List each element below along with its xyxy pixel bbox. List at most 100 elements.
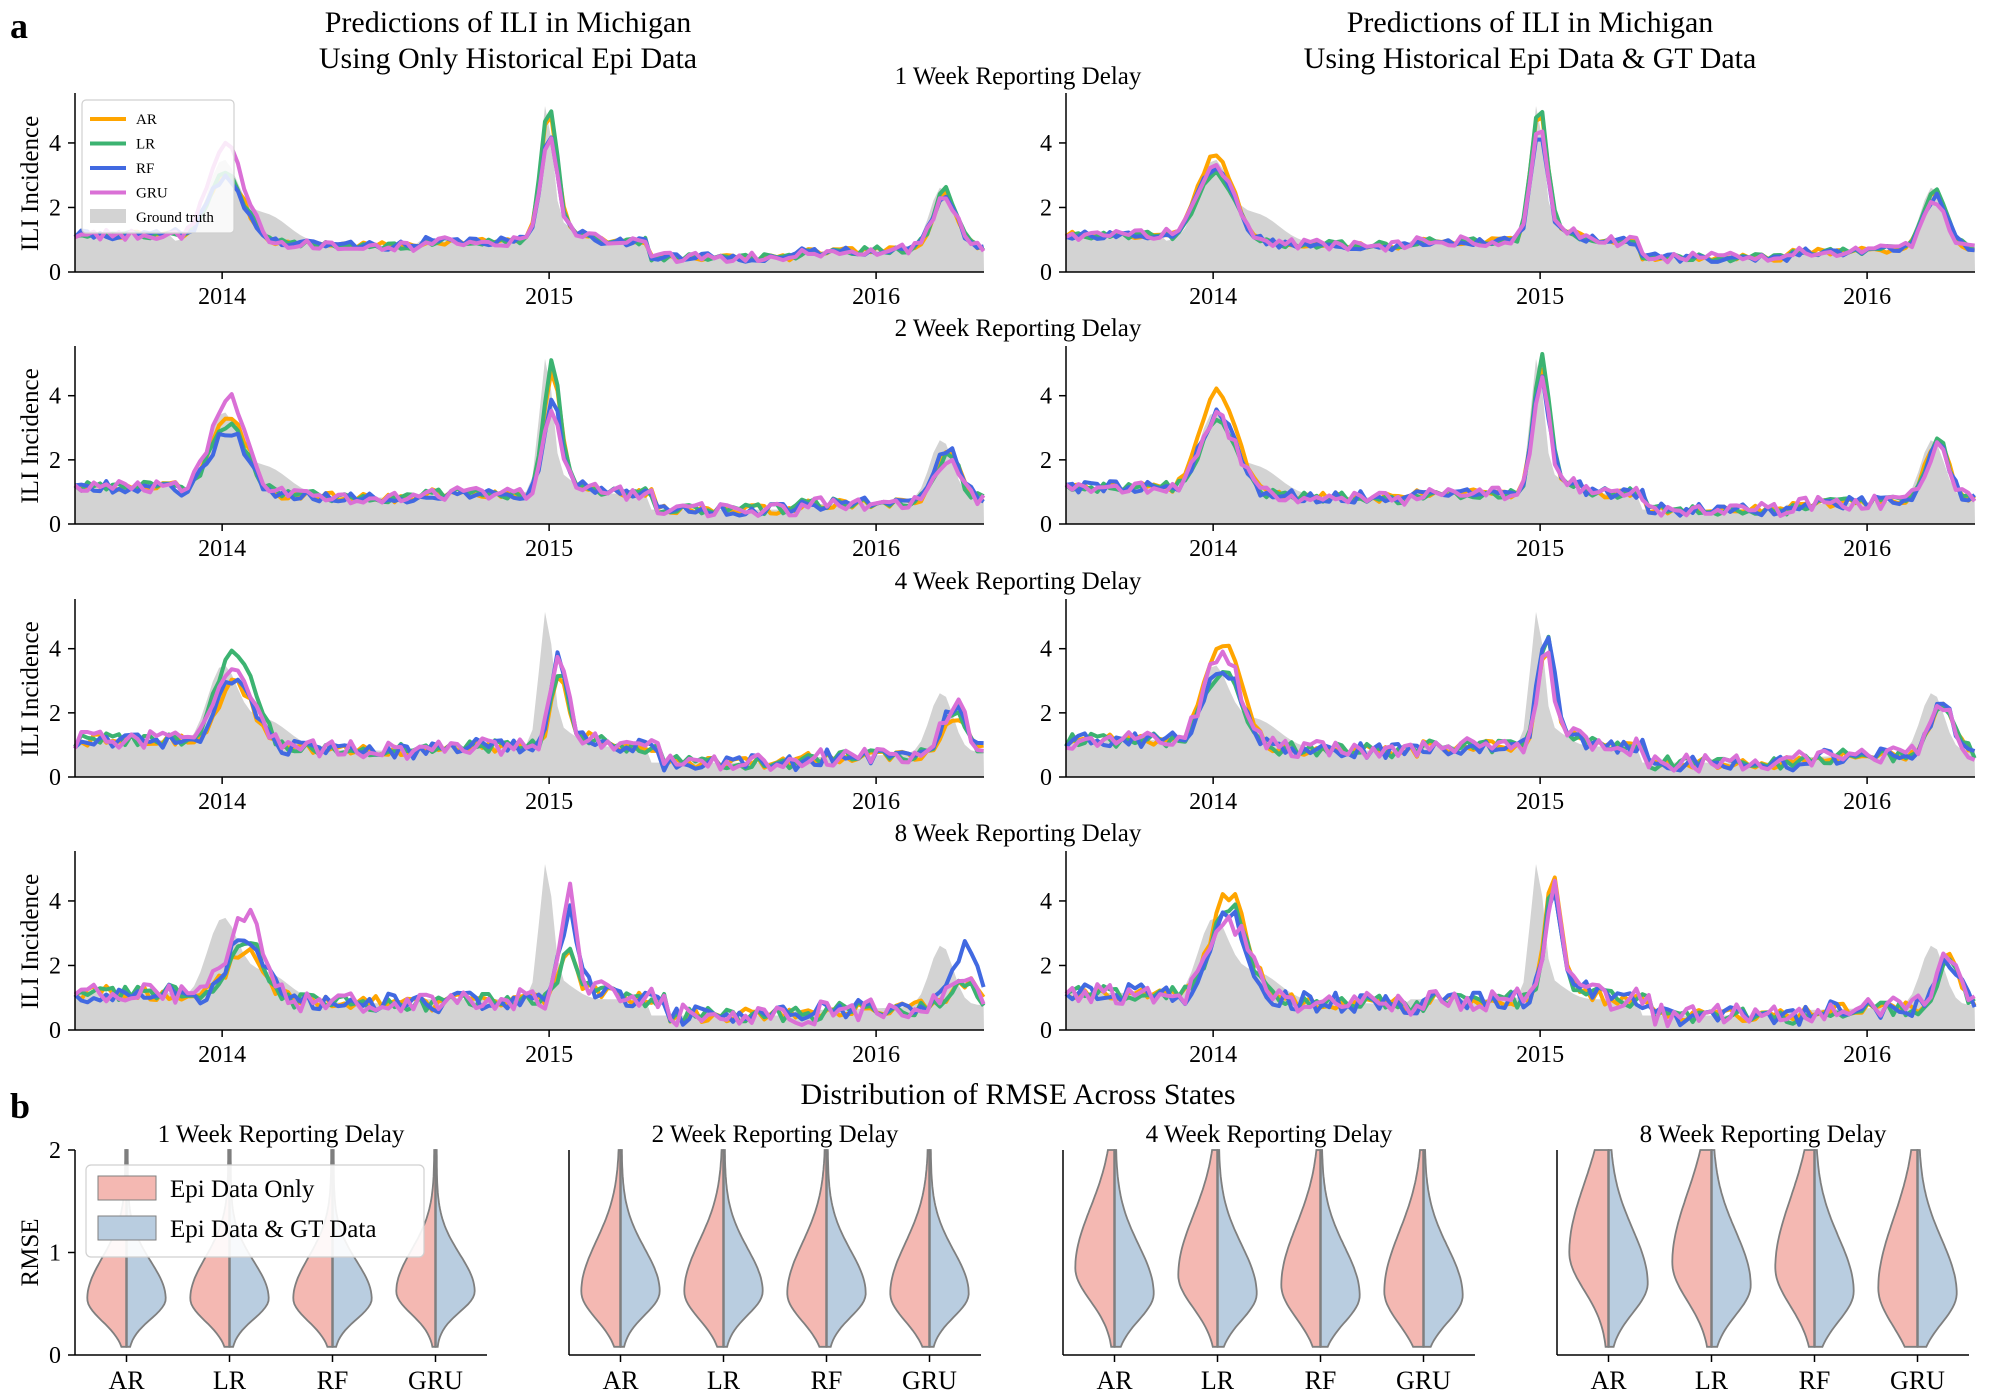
- row3-right-y-tick-label: 0: [1040, 765, 1052, 791]
- violin-subplot-1-gru-epi-gt-violin: [434, 1149, 476, 1348]
- violin-subplot-4-gru-epi-gt-violin: [1916, 1149, 1958, 1348]
- row4-left-y-tick-label: 2: [49, 953, 61, 979]
- row4-left-x-tick-label: 2016: [852, 1042, 900, 1068]
- violin-subplot-3-x-tick-label-rf: RF: [1305, 1366, 1337, 1395]
- violin-subplot-4-x-tick-label-rf: RF: [1799, 1366, 1831, 1395]
- row1-left-x-tick-label: 2014: [198, 284, 246, 310]
- row3-right-lr-line: [1064, 634, 1977, 772]
- row-title-4: 4 Week Reporting Delay: [895, 568, 1142, 595]
- violin-subplot-1-y-tick-label: 2: [49, 1138, 61, 1164]
- violin-subplot-1-title: 1 Week Reporting Delay: [158, 1121, 405, 1148]
- violin-subplot-4-gru-epi-only-violin: [1877, 1149, 1919, 1348]
- row2-right-y-tick-label: 0: [1040, 512, 1052, 538]
- row3-right-x-tick-label: 2016: [1843, 789, 1891, 815]
- violin-subplot-3-x-tick-label-ar: AR: [1096, 1366, 1133, 1395]
- row3-left-y-axis-label: ILI Incidence: [17, 621, 44, 756]
- row3-left-y-tick-label: 4: [49, 637, 61, 663]
- row3-right-gru-line: [1065, 649, 1976, 774]
- right-column-title-line1: Predictions of ILI in Michigan: [1347, 6, 1714, 39]
- row3-left-x-tick-label: 2015: [525, 789, 573, 815]
- left-column-title-line1: Predictions of ILI in Michigan: [325, 6, 692, 39]
- row4-right-x-tick-label: 2014: [1189, 1042, 1237, 1068]
- violin-subplot-3: 4 Week Reporting Delay AR LR RF GRU: [1062, 1121, 1475, 1395]
- row1-left-x-tick-label: 2015: [525, 284, 573, 310]
- row2-left-y-tick-label: 0: [49, 512, 61, 538]
- violin-subplot-3-rf-epi-gt-violin: [1319, 1149, 1361, 1348]
- violin-section-title: Distribution of RMSE Across States: [800, 1078, 1235, 1111]
- violin-legend-frame: [85, 1164, 425, 1258]
- row1-right-y-tick-label: 0: [1040, 260, 1052, 286]
- legend-swatch-ground-truth: [90, 209, 126, 223]
- violin-subplot-3-lr-epi-gt-violin: [1216, 1149, 1258, 1348]
- right-column-title-line2: Using Historical Epi Data & GT Data: [1304, 42, 1757, 75]
- row1-right-gru-line: [1065, 129, 1975, 265]
- timeseries-legend: AR LR RF GRU Ground truth: [81, 99, 235, 234]
- violin-subplot-2-x-tick-label-gru: GRU: [902, 1366, 957, 1395]
- row1-left-x-tick-label: 2016: [852, 284, 900, 310]
- row1-right-x-tick-label: 2014: [1189, 284, 1237, 310]
- row4-right-y-tick-label: 2: [1040, 953, 1052, 979]
- violin-subplot-3-gru-epi-only-violin: [1383, 1149, 1425, 1348]
- row3-left-rf-line: [73, 650, 984, 773]
- violin-subplot-3-ar-epi-gt-violin: [1113, 1149, 1155, 1348]
- left-column-title-line2: Using Only Historical Epi Data: [319, 42, 697, 75]
- violin-subplot-1-y-tick-label: 0: [49, 1343, 61, 1369]
- violin-subplot-2-ar-epi-gt-violin: [619, 1149, 661, 1348]
- violin-subplot-2-lr-epi-only-violin: [683, 1149, 725, 1348]
- panel-label-a: a: [10, 6, 28, 46]
- row3-right-y-tick-label: 2: [1040, 701, 1052, 727]
- row1-right-ground-truth-area: [1066, 106, 1975, 272]
- row2-right-x-tick-label: 2016: [1843, 536, 1891, 562]
- violin-subplot-2-x-tick-label-ar: AR: [602, 1366, 639, 1395]
- row1-left-y-tick-label: 0: [49, 260, 61, 286]
- violin-subplot-3-title: 4 Week Reporting Delay: [1146, 1121, 1393, 1148]
- legend-label-rf: RF: [136, 161, 154, 177]
- row2-left-y-tick-label: 2: [49, 448, 61, 474]
- row4-left-x-tick-label: 2015: [525, 1042, 573, 1068]
- row3-left-gru-line: [73, 654, 984, 772]
- violin-subplot-4-lr-epi-only-violin: [1671, 1149, 1713, 1348]
- violin-subplot-4-ar-epi-only-violin: [1568, 1149, 1610, 1348]
- violin-subplot-3-ar-epi-only-violin: [1074, 1149, 1116, 1348]
- violin-subplot-2-rf-epi-gt-violin: [825, 1149, 867, 1348]
- row2-left-y-tick-label: 4: [49, 384, 61, 410]
- violin-subplot-2-title: 2 Week Reporting Delay: [652, 1121, 899, 1148]
- row2-right-x-tick-label: 2014: [1189, 536, 1237, 562]
- row3-left-y-tick-label: 0: [49, 765, 61, 791]
- violin-subplot-4-ar-epi-gt-violin: [1607, 1149, 1649, 1348]
- violin-subplot-2-gru-epi-only-violin: [889, 1149, 931, 1348]
- row-title-2: 2 Week Reporting Delay: [895, 315, 1142, 342]
- legend-label-epi-gt: Epi Data & GT Data: [170, 1216, 376, 1243]
- legend-swatch-epi-only: [97, 1175, 157, 1201]
- row4-left-y-tick-label: 4: [49, 889, 61, 915]
- violin-subplot-2: 2 Week Reporting Delay AR LR RF GRU: [568, 1121, 981, 1395]
- violin-subplot-1-x-tick-label-ar: AR: [108, 1366, 145, 1395]
- row2-right-timeseries-subplot: 2014 2015 2016 0 2 4: [1040, 346, 1977, 562]
- legend-swatch-epi-gt: [97, 1215, 157, 1241]
- violin-subplot-3-rf-epi-only-violin: [1280, 1149, 1322, 1348]
- row1-right-x-tick-label: 2016: [1843, 284, 1891, 310]
- violin-subplot-4: 8 Week Reporting Delay AR LR RF GRU: [1556, 1121, 1969, 1395]
- violin-subplot-1-y-tick-label: 1: [49, 1241, 61, 1267]
- row2-right-gru-line: [1064, 375, 1977, 518]
- violin-subplot-3-gru-epi-gt-violin: [1422, 1149, 1464, 1348]
- row-title-8: 8 Week Reporting Delay: [895, 820, 1142, 847]
- legend-label-lr: LR: [136, 137, 155, 153]
- row1-left-y-tick-label: 2: [49, 195, 61, 221]
- violin-subplot-1-y-axis-label: RMSE: [17, 1218, 44, 1286]
- violin-subplot-4-x-tick-label-gru: GRU: [1890, 1366, 1945, 1395]
- row2-left-x-tick-label: 2014: [198, 536, 246, 562]
- violin-subplot-1-x-tick-label-rf: RF: [317, 1366, 349, 1395]
- row1-left-y-axis-label: ILI Incidence: [17, 116, 44, 251]
- legend-label-ground-truth: Ground truth: [136, 210, 214, 226]
- row4-left-y-tick-label: 0: [49, 1018, 61, 1044]
- row3-right-timeseries-subplot: 2014 2015 2016 0 2 4: [1040, 599, 1977, 815]
- violin-subplot-3-x-tick-label-gru: GRU: [1396, 1366, 1451, 1395]
- row3-left-y-tick-label: 2: [49, 701, 61, 727]
- row3-left-x-tick-label: 2016: [852, 789, 900, 815]
- violin-subplot-4-rf-epi-gt-violin: [1813, 1149, 1855, 1348]
